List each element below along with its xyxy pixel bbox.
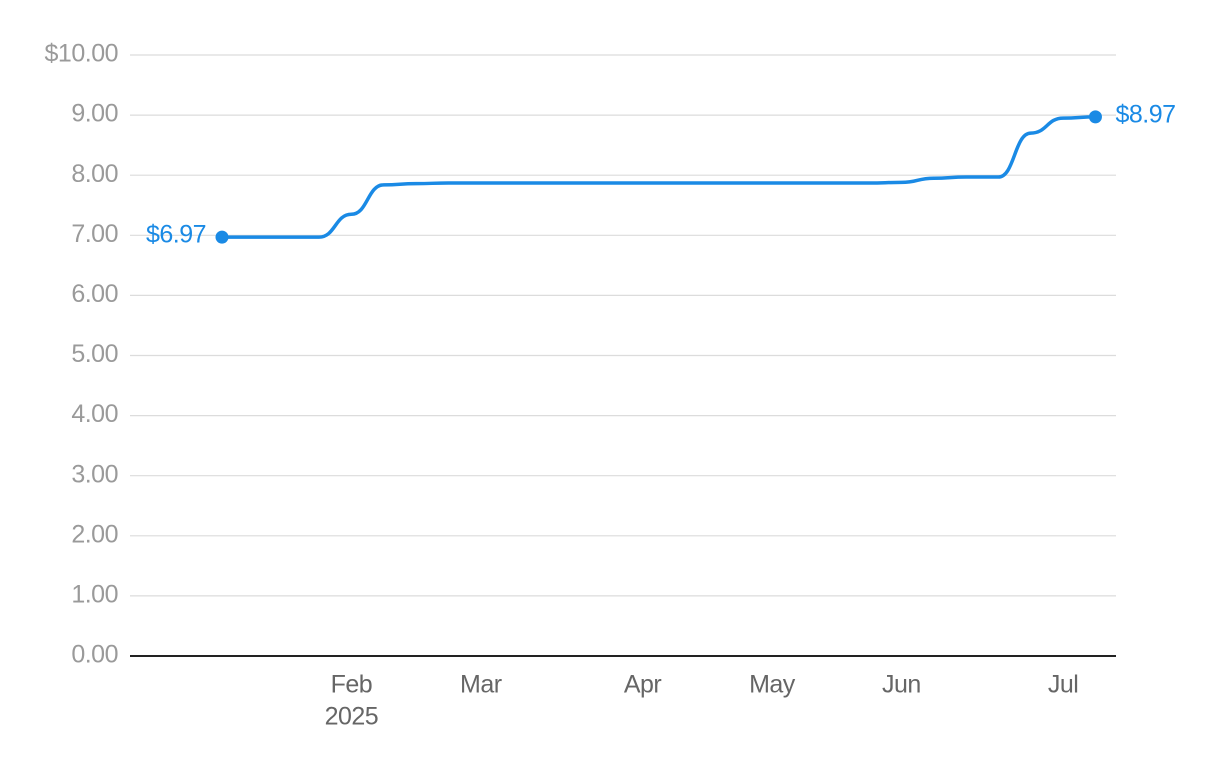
x-tick-label: Apr <box>624 671 662 699</box>
y-tick-label: 8.00 <box>71 160 118 188</box>
y-tick-label: 1.00 <box>71 581 118 609</box>
price-line <box>222 115 1096 239</box>
end-point <box>1088 110 1102 124</box>
x-tick-label: Mar <box>460 671 502 699</box>
y-tick-label: 4.00 <box>71 400 118 428</box>
x-tick-label: Feb <box>331 671 373 699</box>
y-tick-label: 5.00 <box>71 340 118 368</box>
y-tick-label: 7.00 <box>71 220 118 248</box>
value-label: $6.97 <box>146 221 206 249</box>
y-tick-label: 2.00 <box>71 520 118 548</box>
y-tick-label: 0.00 <box>71 641 118 669</box>
y-tick-label: 3.00 <box>71 460 118 488</box>
y-tick-label: 6.00 <box>71 280 118 308</box>
y-tick-label: 9.00 <box>71 100 118 128</box>
y-tick-label: $10.00 <box>45 40 118 68</box>
x-tick-label: Jun <box>882 671 921 699</box>
x-year-label: 2025 <box>325 703 379 731</box>
x-tick-label: Jul <box>1048 671 1078 699</box>
x-tick-label: May <box>749 671 796 699</box>
value-label: $8.97 <box>1115 101 1175 129</box>
end-point <box>215 230 229 244</box>
